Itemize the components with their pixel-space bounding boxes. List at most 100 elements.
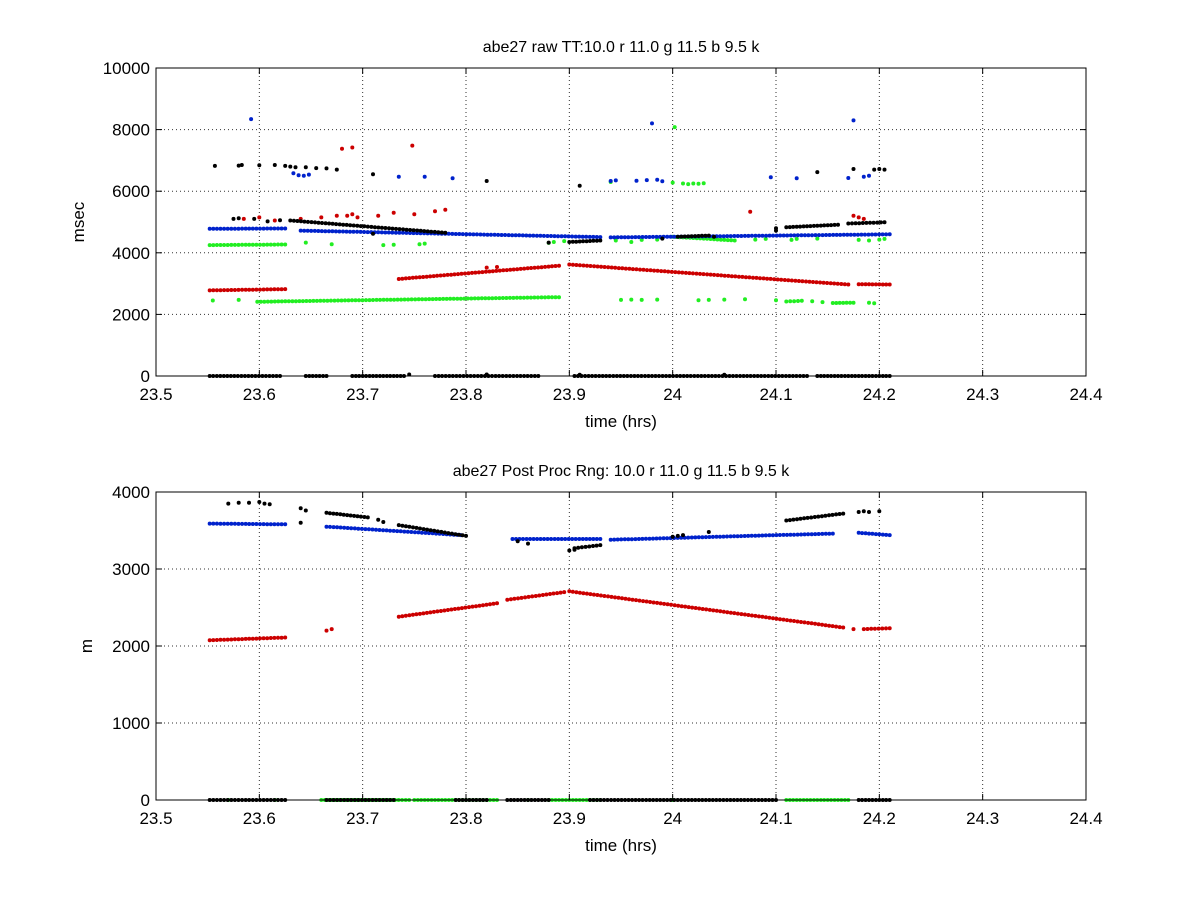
- top-red-data-point: [241, 216, 246, 221]
- top-green-data-point: [655, 297, 660, 302]
- top-green-data-point: [371, 298, 375, 302]
- bottom-gridlines: [156, 492, 1086, 800]
- top-green-data-point: [867, 238, 871, 243]
- bottom-blue-data-point: [345, 526, 350, 530]
- top-red-data-point: [243, 287, 248, 292]
- bottom-red-data-point: [718, 609, 723, 614]
- bottom-red-data-point: [778, 617, 782, 622]
- top-red-data-point: [490, 269, 495, 274]
- top-blue-data-point: [326, 229, 331, 234]
- bottom-x-tick-label: 23.8: [449, 809, 482, 828]
- top-green-data-point: [318, 298, 323, 303]
- top-red-data-point: [828, 281, 833, 286]
- bottom-blue-data-point: [689, 535, 694, 540]
- bottom-red-data-point: [872, 626, 877, 631]
- bottom-blue-data-point: [827, 531, 832, 536]
- top-green-data-point: [706, 297, 711, 302]
- top-red-data-point: [620, 266, 625, 271]
- bottom-red-data-point: [225, 637, 230, 642]
- top-blue-data-point: [503, 233, 508, 237]
- top-green-data-point: [416, 297, 421, 302]
- bottom-red-data-point: [417, 611, 422, 616]
- top-black-data-point: [484, 179, 489, 183]
- top-red-data-point: [414, 275, 419, 280]
- top-red-data-point: [761, 276, 766, 281]
- top-black-data-point: [334, 222, 339, 227]
- bottom-blue-data-point: [661, 536, 666, 541]
- top-blue-data-point: [794, 176, 799, 181]
- top-green-data-point: [490, 296, 495, 301]
- top-red-data-point: [272, 218, 277, 223]
- bottom-black-data-point: [381, 520, 386, 524]
- top-blue-data-point: [510, 233, 515, 238]
- top-red-data-point: [887, 282, 892, 287]
- bottom-y-tick-label: 4000: [112, 483, 150, 502]
- top-green-data-point: [240, 242, 245, 247]
- top-x-tick-label: 23.6: [243, 385, 276, 404]
- bottom-blue-data-point: [556, 537, 561, 541]
- bottom-blue-data-point: [225, 521, 230, 526]
- bottom-blue-data-point: [214, 521, 219, 526]
- bottom-black-data-point: [327, 511, 332, 516]
- top-red-data-point: [261, 287, 266, 292]
- bottom-blue-data-point: [276, 522, 280, 527]
- top-green-data-point: [511, 295, 516, 300]
- bottom-red-data-point: [707, 607, 712, 612]
- bottom-red-data-point: [577, 590, 582, 595]
- top-green-data-point: [325, 298, 330, 303]
- bottom-red-data-point: [739, 612, 744, 617]
- top-blue-data-point: [268, 226, 273, 231]
- bottom-blue-data-point: [735, 534, 740, 539]
- bottom-red-data-point: [785, 618, 789, 623]
- top-black-data-point: [369, 224, 374, 229]
- top-blue-data-point: [541, 233, 546, 238]
- top-green-data-point: [784, 299, 789, 304]
- top-black-data-point: [570, 239, 575, 244]
- bottom-red-data-point: [279, 635, 284, 640]
- bottom-red-data-point: [876, 626, 881, 631]
- bottom-x-tick-label: 23.9: [553, 809, 586, 828]
- bottom-black-data-point: [247, 500, 251, 505]
- bottom-black-data-point: [257, 500, 262, 504]
- bottom-x-tick-label: 23.7: [346, 809, 379, 828]
- bottom-red-data-point: [697, 606, 702, 611]
- top-black-data-point: [682, 234, 687, 239]
- bottom-red-data-point: [523, 595, 528, 600]
- top-red-data-point: [779, 277, 784, 282]
- top-green-data-point: [514, 295, 519, 300]
- bottom-red-data-point: [558, 590, 563, 595]
- top-red-data-point: [268, 287, 273, 292]
- top-blue-data-point: [626, 235, 631, 240]
- top-blue-data-point: [265, 226, 270, 231]
- top-blue-data-point: [211, 226, 216, 231]
- bottom-red-data-point: [644, 599, 649, 604]
- top-green-data-point: [451, 296, 456, 301]
- top-red-data-point: [400, 276, 405, 281]
- bottom-blue-data-point: [867, 531, 871, 536]
- bottom-blue-data-point: [570, 537, 575, 541]
- top-blue-data-point: [296, 173, 301, 178]
- bottom-blue-data-point: [416, 530, 421, 535]
- bottom-black-data-point: [432, 528, 437, 533]
- bottom-blue-data-point: [265, 522, 270, 527]
- top-blue-data-point: [306, 172, 311, 177]
- top-red-data-point: [793, 278, 798, 283]
- bottom-red-data-point: [396, 614, 401, 619]
- bottom-blue-data-point: [594, 537, 599, 541]
- top-blue-data-point: [792, 233, 797, 238]
- top-black-data-point: [787, 225, 792, 230]
- bottom-blue-data-point: [335, 525, 340, 530]
- bottom-red-data-point: [620, 596, 624, 601]
- top-black-data-point: [864, 220, 869, 225]
- top-blue-data-point: [613, 178, 618, 183]
- bottom-black-data-point: [446, 531, 451, 536]
- top-red-data-point: [431, 274, 436, 279]
- top-blue-data-point: [474, 232, 479, 237]
- top-blue-data-point: [489, 232, 493, 237]
- top-green-data-point: [250, 242, 255, 247]
- top-red-data-point: [240, 287, 245, 292]
- bottom-red-data-point: [254, 636, 259, 641]
- bottom-red-data-point: [265, 636, 270, 641]
- bottom-red-data-point: [456, 606, 461, 611]
- top-green-data-point: [796, 299, 800, 303]
